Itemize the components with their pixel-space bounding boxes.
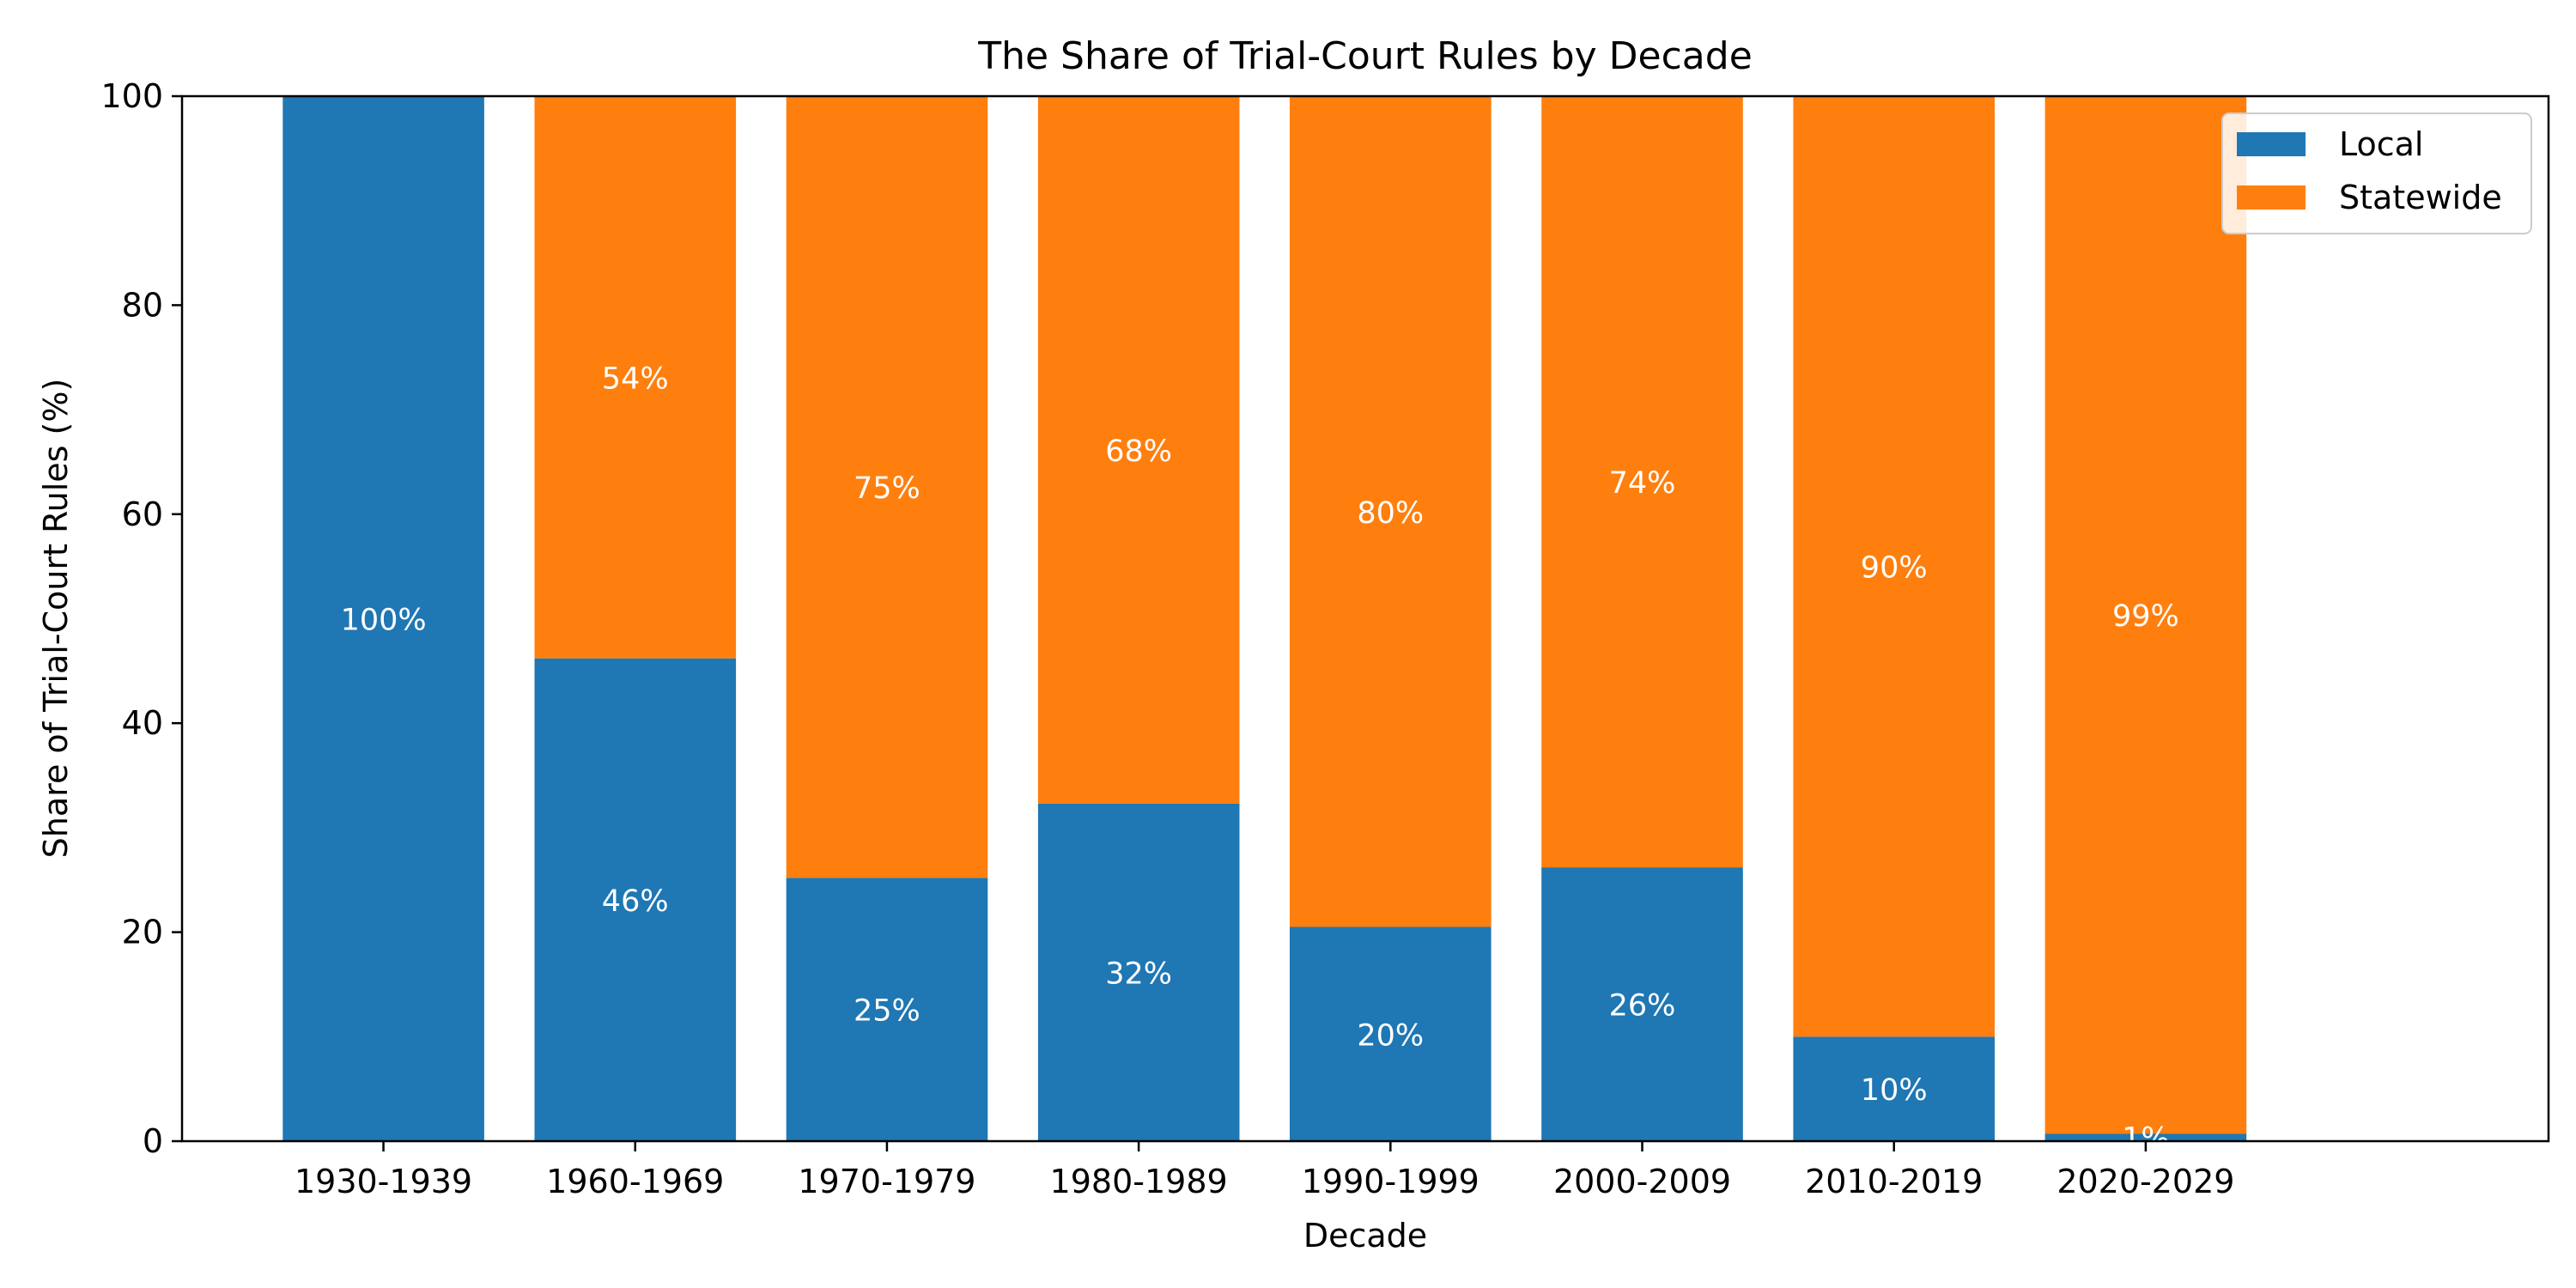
- data-label-statewide-2000-2009: 74%: [1609, 466, 1676, 501]
- y-axis-label: Share of Trial-Court Rules (%): [37, 379, 75, 859]
- x-tick-label: 2000-2009: [1553, 1163, 1731, 1200]
- legend-swatch-statewide: [2237, 185, 2306, 210]
- data-label-local-1990-1999: 20%: [1357, 1018, 1424, 1053]
- x-tick-label: 1930-1939: [295, 1163, 472, 1200]
- bar-local-1960-1969: [534, 658, 737, 1141]
- data-label-local-1930-1939: 100%: [341, 604, 427, 638]
- data-label-statewide-1990-1999: 80%: [1357, 496, 1424, 531]
- x-tick-label: 1980-1989: [1050, 1163, 1228, 1200]
- y-axis: 0 20 40 60 80 100: [100, 77, 182, 1160]
- y-tick-label: 20: [122, 914, 163, 951]
- y-tick-label: 100: [100, 77, 163, 115]
- legend-swatch-local: [2237, 132, 2306, 156]
- bar-statewide-2020-2029: [2044, 96, 2247, 1134]
- y-tick-label: 60: [122, 495, 163, 533]
- data-label-statewide-2010-2019: 90%: [1861, 551, 1928, 586]
- x-axis-label: Decade: [1303, 1217, 1427, 1255]
- x-tick-label: 2010-2019: [1805, 1163, 1983, 1200]
- bar-statewide-1990-1999: [1290, 96, 1492, 927]
- data-label-local-2010-2019: 10%: [1861, 1073, 1928, 1108]
- legend: Local Statewide: [2221, 112, 2532, 234]
- bar-local-1990-1999: [1290, 927, 1492, 1141]
- plot-frame: [180, 94, 2550, 1143]
- bar-local-2010-2019: [1793, 1036, 1995, 1141]
- data-label-statewide-1960-1969: 54%: [602, 361, 669, 396]
- y-tick-label: 80: [122, 286, 163, 324]
- x-tick-label: 1970-1979: [798, 1163, 975, 1200]
- legend-label-local: Local: [2339, 125, 2424, 163]
- bar-local-2000-2009: [1541, 867, 1743, 1141]
- x-axis: 1930-1939 1960-1969 1970-1979 1980-1989 1990…: [295, 1141, 2234, 1200]
- bar-statewide-1970-1979: [786, 96, 988, 878]
- bar-local-2020-2029: [2044, 1133, 2247, 1141]
- data-label-local-2000-2009: 26%: [1609, 989, 1676, 1024]
- data-label-local-1960-1969: 46%: [602, 884, 669, 919]
- bar-local-1980-1989: [1037, 803, 1240, 1141]
- y-tick-label: 40: [122, 704, 163, 742]
- bar-statewide-1980-1989: [1037, 96, 1240, 804]
- chart-title: The Share of Trial-Court Rules by Decade: [977, 34, 1753, 78]
- data-label-statewide-1970-1979: 75%: [854, 471, 920, 506]
- bar-statewide-2000-2009: [1541, 96, 1743, 868]
- x-tick-label: 1960-1969: [546, 1163, 724, 1200]
- data-label-statewide-1980-1989: 68%: [1105, 434, 1172, 469]
- bars-layer: [283, 96, 2247, 1141]
- legend-label-statewide: Statewide: [2339, 179, 2502, 216]
- y-tick-label: 0: [143, 1122, 163, 1160]
- x-tick-label: 2020-2029: [2057, 1163, 2234, 1200]
- bar-statewide-1960-1969: [534, 96, 737, 659]
- bar-local-1970-1979: [786, 878, 988, 1141]
- bar-labels-layer: 100% 46% 54% 25% 75% 32% 68% 20% 80% 26% 74% 10% 90%…: [341, 361, 2179, 1156]
- bar-local-1930-1939: [283, 96, 484, 1141]
- data-label-local-1970-1979: 25%: [854, 994, 920, 1029]
- data-label-local-1980-1989: 32%: [1105, 957, 1172, 992]
- x-tick-label: 1990-1999: [1302, 1163, 1479, 1200]
- data-label-statewide-2020-2029: 99%: [2112, 599, 2179, 634]
- bar-statewide-2010-2019: [1793, 96, 1995, 1037]
